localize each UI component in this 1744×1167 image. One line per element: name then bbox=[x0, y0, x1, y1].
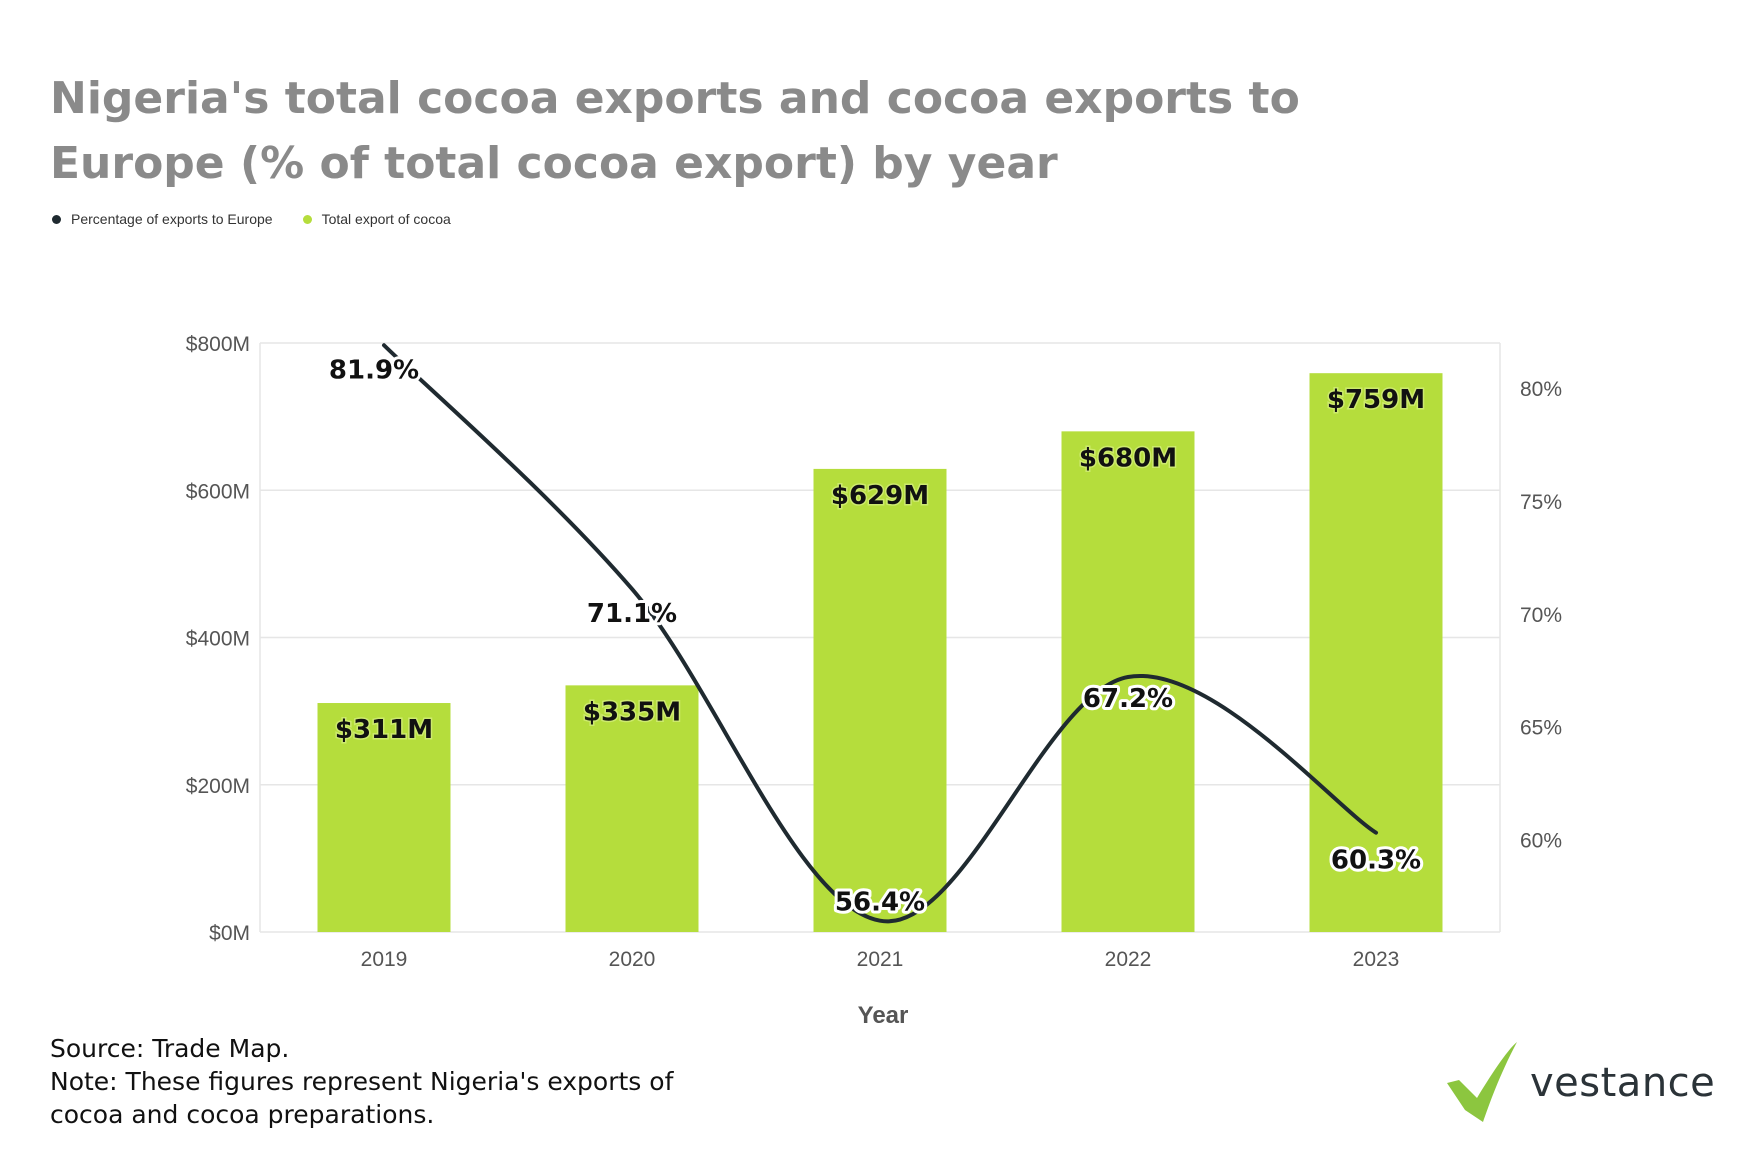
bar-value-label: $335M bbox=[583, 697, 681, 727]
right-axis-tick-label: 75% bbox=[1520, 491, 1562, 514]
x-axis-title: Year bbox=[858, 1002, 909, 1029]
bar-value-label: $629M bbox=[831, 481, 929, 511]
percentage-value-label: 71.1% bbox=[587, 599, 677, 629]
x-axis-tick-label: 2023 bbox=[1353, 948, 1400, 971]
x-axis-tick-label: 2019 bbox=[361, 948, 408, 971]
x-axis-tick-label: 2022 bbox=[1105, 948, 1152, 971]
percentage-line-path bbox=[382, 343, 1378, 924]
axes: $0M $200M $400M $600M $800M 60% 65% 70% 75% 80% 20… bbox=[186, 333, 1562, 971]
brand-name: vestance bbox=[1530, 1059, 1716, 1106]
right-axis-tick-label: 80% bbox=[1520, 378, 1562, 401]
left-axis-tick-label: $400M bbox=[186, 628, 250, 651]
percentage-line bbox=[382, 343, 1378, 924]
right-axis-tick-label: 70% bbox=[1520, 604, 1562, 627]
x-axis-tick-label: 2021 bbox=[857, 948, 904, 971]
bar bbox=[813, 468, 947, 932]
percentage-value-label: 56.4% bbox=[835, 888, 925, 918]
chart-title: Nigeria's total cocoa exports and cocoa … bbox=[50, 73, 1300, 189]
left-axis-tick-label: $800M bbox=[186, 333, 250, 356]
left-axis-tick-label: $200M bbox=[186, 775, 250, 798]
data-labels: $311M $335M $629M $680M $759M 81.9% 71.1% 56.4%… bbox=[326, 352, 1427, 920]
bar-value-label: $680M bbox=[1079, 443, 1177, 473]
bar bbox=[317, 703, 451, 932]
footer-note-line-1: Note: These figures represent Nigeria's … bbox=[50, 1067, 674, 1096]
legend-label-total: Total export of cocoa bbox=[321, 211, 451, 227]
legend-swatch-total bbox=[302, 214, 312, 224]
bars bbox=[317, 373, 1443, 932]
combo-chart: $311M $335M $629M $680M $759M 81.9% 71.1% 56.4%… bbox=[186, 333, 1562, 1029]
legend-item-total: Total export of cocoa bbox=[302, 211, 451, 227]
footer-source: Source: Trade Map. bbox=[50, 1034, 290, 1063]
percentage-value-label: 81.9% bbox=[329, 355, 419, 385]
bar-value-label: $759M bbox=[1327, 385, 1425, 415]
left-axis-tick-label: $0M bbox=[209, 922, 250, 945]
percentage-value-label: 67.2% bbox=[1083, 684, 1173, 714]
right-axis-tick-label: 65% bbox=[1520, 717, 1562, 740]
footer-note-line-2: cocoa and cocoa preparations. bbox=[50, 1100, 435, 1129]
brand-logo: vestance bbox=[1445, 1040, 1715, 1125]
left-axis-tick-label: $600M bbox=[186, 480, 250, 503]
bar bbox=[565, 685, 699, 932]
footer-notes: Source: Trade Map. Note: These figures r… bbox=[50, 1032, 673, 1131]
bar-value-label: $311M bbox=[335, 715, 433, 745]
checkmark-logo-icon bbox=[1447, 1042, 1517, 1122]
legend-item-europe: Percentage of exports to Europe bbox=[52, 211, 273, 227]
legend-swatch-europe bbox=[52, 214, 61, 224]
bar bbox=[1309, 373, 1443, 932]
x-axis-tick-label: 2020 bbox=[609, 948, 656, 971]
right-axis-tick-label: 60% bbox=[1520, 829, 1562, 852]
legend: Percentage of exports to Europe Total ex… bbox=[52, 211, 451, 227]
percentage-value-label: 60.3% bbox=[1331, 846, 1421, 876]
legend-label-europe: Percentage of exports to Europe bbox=[71, 211, 273, 227]
